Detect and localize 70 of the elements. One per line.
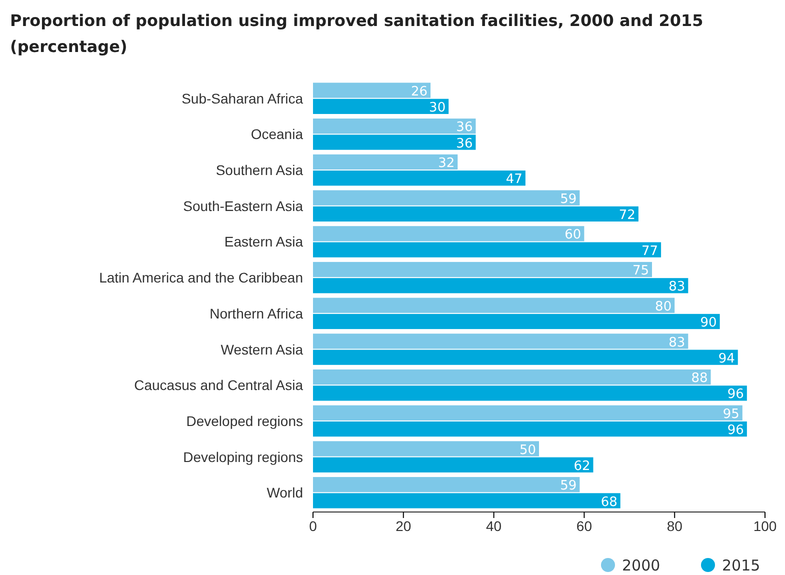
y-tick-label: World <box>266 484 303 501</box>
data-label: 83 <box>668 280 686 295</box>
x-tick-label: 60 <box>576 518 592 534</box>
bar <box>313 298 675 313</box>
data-label: 68 <box>600 494 618 510</box>
y-tick-label: Developed regions <box>186 412 303 429</box>
bar <box>313 82 431 98</box>
y-tick-label: Developing regions <box>183 448 303 465</box>
bar <box>313 386 747 401</box>
bar <box>313 405 742 420</box>
data-label: 62 <box>574 458 590 474</box>
bar <box>313 98 449 114</box>
bar <box>313 206 638 222</box>
data-label: 88 <box>691 371 708 386</box>
data-label: 75 <box>632 264 649 279</box>
y-tick-label: Northern Africa <box>210 305 304 322</box>
data-label: 59 <box>560 478 577 494</box>
chart-title: Proportion of population using improved sanitation facilities, 2000 and 2015 <box>10 11 704 30</box>
data-label: 83 <box>668 335 686 350</box>
x-tick-label: 100 <box>753 518 777 534</box>
data-label: 26 <box>410 84 428 100</box>
bar <box>313 134 476 150</box>
text: (percentage) <box>10 37 128 56</box>
y-tick-label: South-Eastern Asia <box>183 198 304 214</box>
x-tick-label: 20 <box>396 518 412 534</box>
bar <box>313 226 584 242</box>
data-label: 80 <box>655 299 672 314</box>
legend-label: 2015 <box>722 556 760 574</box>
y-tick-label: Sub-Saharan Africa <box>182 90 304 106</box>
bar <box>313 369 711 385</box>
y-tick-label: Western Asia <box>220 341 304 358</box>
data-label: 60 <box>564 228 582 243</box>
y-tick-label: Latin America and the Caribbean <box>99 270 303 286</box>
bar <box>313 262 652 278</box>
data-label: 59 <box>560 192 577 207</box>
bar <box>313 118 476 134</box>
bar <box>313 457 594 472</box>
y-tick-label: Southern Asia <box>216 162 304 178</box>
data-label: 32 <box>438 156 455 172</box>
data-label: 36 <box>456 120 473 136</box>
data-label: 96 <box>727 423 744 438</box>
y-tick-label: Oceania <box>250 126 304 142</box>
bar <box>313 477 580 492</box>
data-label: 72 <box>618 208 636 223</box>
data-label: 47 <box>506 172 522 188</box>
x-tick-label: 40 <box>486 518 502 534</box>
bar <box>313 421 747 437</box>
data-label: 95 <box>722 406 740 422</box>
data-label: 77 <box>641 244 658 259</box>
data-label: 90 <box>700 316 717 331</box>
bar <box>313 242 662 258</box>
data-label: 30 <box>429 100 446 116</box>
data-label: 50 <box>519 442 536 458</box>
bar <box>313 278 688 294</box>
bar <box>313 441 539 456</box>
bar <box>313 154 458 170</box>
x-tick-label: 80 <box>666 518 683 534</box>
bar <box>313 314 720 330</box>
bar <box>313 334 688 349</box>
bar <box>313 350 738 365</box>
x-tick-label: 0 <box>309 518 318 534</box>
data-label: 96 <box>727 387 744 402</box>
data-label: 36 <box>456 136 473 152</box>
legend-label: 2000 <box>622 556 660 574</box>
bar <box>313 190 580 206</box>
bar <box>313 170 526 186</box>
y-tick-label: Eastern Asia <box>224 234 304 250</box>
bar <box>313 493 620 508</box>
data-label: 94 <box>718 351 735 366</box>
y-tick-label: Caucasus and Central Asia <box>134 377 304 394</box>
